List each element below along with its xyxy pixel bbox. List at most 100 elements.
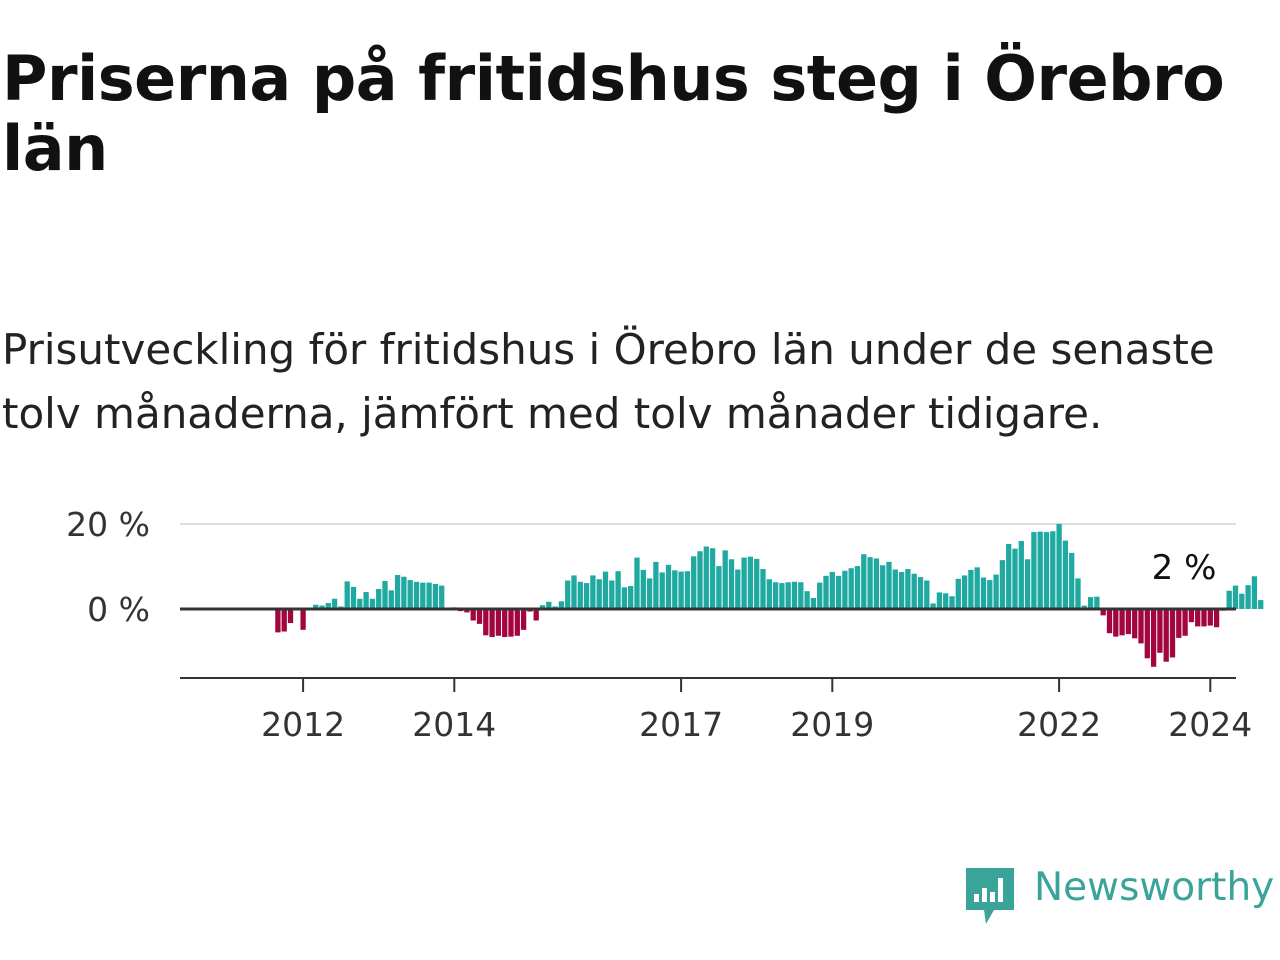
- bar: [1037, 531, 1043, 609]
- bar: [313, 604, 319, 609]
- bar: [772, 582, 779, 609]
- bar: [873, 558, 880, 609]
- chart-title: Priserna på fritidshus steg i Örebro län: [2, 42, 1225, 185]
- bar: [628, 586, 634, 609]
- bar: [886, 561, 892, 609]
- x-tick-label: 2019: [790, 705, 874, 744]
- bar: [331, 598, 338, 609]
- bar: [728, 559, 735, 609]
- bar: [943, 593, 949, 609]
- bar: [653, 561, 659, 609]
- bar: [1006, 543, 1012, 610]
- x-ticks: 2012 2014 2017 2019 2022 2024: [261, 678, 1252, 744]
- bar: [502, 609, 508, 638]
- bar: [1125, 609, 1132, 635]
- bar: [993, 574, 999, 609]
- bar: [533, 609, 539, 621]
- bar: [823, 575, 829, 609]
- bar: [697, 551, 703, 609]
- bar: [483, 609, 489, 636]
- bar: [987, 580, 993, 609]
- bar: [1087, 597, 1094, 609]
- bar: [571, 575, 577, 609]
- bar: [558, 601, 565, 609]
- bar: [1182, 609, 1188, 636]
- bar: [791, 581, 798, 609]
- bar: [716, 566, 722, 609]
- y-tick-label: 0 %: [87, 590, 150, 629]
- bar: [514, 609, 520, 636]
- bar: [1163, 609, 1169, 662]
- bar: [432, 583, 439, 609]
- x-tick-label: 2014: [412, 705, 496, 744]
- bar: [1207, 609, 1213, 626]
- bar: [426, 582, 432, 609]
- bar: [583, 583, 590, 609]
- bar: [363, 592, 369, 609]
- bar: [999, 560, 1006, 610]
- bar: [596, 579, 602, 609]
- bar: [1024, 559, 1031, 609]
- bar: [905, 569, 911, 609]
- bar: [917, 577, 924, 610]
- bar: [785, 582, 791, 609]
- bar: [495, 609, 502, 636]
- bar: [678, 571, 684, 609]
- bar: [810, 597, 817, 609]
- bar: [1018, 541, 1024, 609]
- bar: [319, 605, 325, 609]
- bar: [817, 582, 823, 609]
- bar: [968, 569, 974, 609]
- bar: [508, 609, 514, 637]
- bar: [489, 609, 495, 638]
- bar: [1119, 609, 1125, 636]
- bar: [930, 603, 936, 610]
- bar: [1169, 609, 1176, 658]
- chart-subtitle: Prisutveckling för fritidshus i Örebro l…: [2, 325, 1215, 438]
- x-tick-label: 2017: [639, 705, 723, 744]
- bar: [1062, 540, 1069, 610]
- bar: [898, 572, 905, 609]
- bar: [709, 548, 716, 610]
- bar: [325, 603, 331, 609]
- bar: [1081, 605, 1087, 609]
- bar: [779, 583, 785, 609]
- bar: [867, 557, 873, 609]
- bar: [590, 575, 596, 609]
- y-tick-labels: 0 % 20 %: [66, 505, 150, 629]
- x-tick-label: 2012: [261, 705, 345, 744]
- bar: [344, 581, 350, 610]
- bar: [1188, 609, 1195, 623]
- bar: [609, 580, 615, 609]
- bar: [476, 609, 483, 624]
- bars: [275, 524, 1264, 667]
- end-value-label: 2 %: [1152, 548, 1217, 588]
- bar: [703, 546, 709, 609]
- bar: [407, 580, 413, 609]
- x-tick-label: 2024: [1168, 705, 1252, 744]
- bar: [1226, 590, 1232, 609]
- bar: [747, 556, 754, 610]
- newsworthy-logo: Newsworthy: [964, 864, 1276, 926]
- bar: [974, 567, 980, 609]
- bar: [382, 580, 388, 609]
- bar: [520, 609, 527, 630]
- x-tick-label: 2022: [1017, 705, 1101, 744]
- bar: [804, 591, 810, 609]
- bar: [672, 570, 678, 609]
- bar: [1239, 593, 1245, 609]
- bar: [357, 598, 363, 609]
- bar: [1106, 609, 1113, 634]
- newsworthy-wordmark: Newsworthy: [1034, 865, 1275, 910]
- bar: [646, 578, 653, 609]
- bar: [376, 589, 382, 609]
- bar: [546, 601, 552, 609]
- bar: [1100, 609, 1106, 616]
- bar: [439, 585, 445, 610]
- bar: [754, 558, 760, 609]
- bar: [1232, 585, 1239, 610]
- bar: [287, 609, 294, 624]
- bar: [1056, 524, 1062, 609]
- bar: [634, 557, 640, 609]
- bar: [621, 587, 628, 609]
